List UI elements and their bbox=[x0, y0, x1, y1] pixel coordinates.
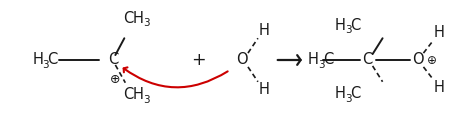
Text: H: H bbox=[434, 25, 445, 40]
Text: C: C bbox=[47, 53, 58, 67]
Text: 3: 3 bbox=[143, 95, 150, 105]
Text: 3: 3 bbox=[43, 60, 49, 70]
Text: H: H bbox=[335, 18, 346, 33]
Text: O: O bbox=[236, 53, 248, 67]
Text: H: H bbox=[308, 53, 319, 67]
Text: 3: 3 bbox=[318, 60, 324, 70]
Text: H: H bbox=[258, 82, 269, 97]
Text: 3: 3 bbox=[345, 25, 351, 35]
Text: C: C bbox=[350, 18, 360, 33]
Text: +: + bbox=[191, 51, 205, 69]
Text: 3: 3 bbox=[143, 18, 150, 28]
Text: C: C bbox=[323, 53, 333, 67]
Text: ⊕: ⊕ bbox=[109, 73, 120, 86]
Text: H: H bbox=[132, 11, 143, 26]
Text: H: H bbox=[258, 23, 269, 38]
Text: O: O bbox=[411, 53, 423, 67]
Text: C: C bbox=[350, 86, 360, 101]
Text: ⊕: ⊕ bbox=[427, 54, 437, 66]
Text: 3: 3 bbox=[345, 94, 351, 104]
Text: H: H bbox=[335, 86, 346, 101]
Text: C: C bbox=[363, 53, 373, 67]
Text: H: H bbox=[434, 80, 445, 95]
Text: C: C bbox=[123, 87, 134, 102]
Text: C: C bbox=[109, 53, 118, 67]
Text: C: C bbox=[123, 11, 134, 26]
Text: H: H bbox=[132, 87, 143, 102]
Text: H: H bbox=[33, 53, 44, 67]
